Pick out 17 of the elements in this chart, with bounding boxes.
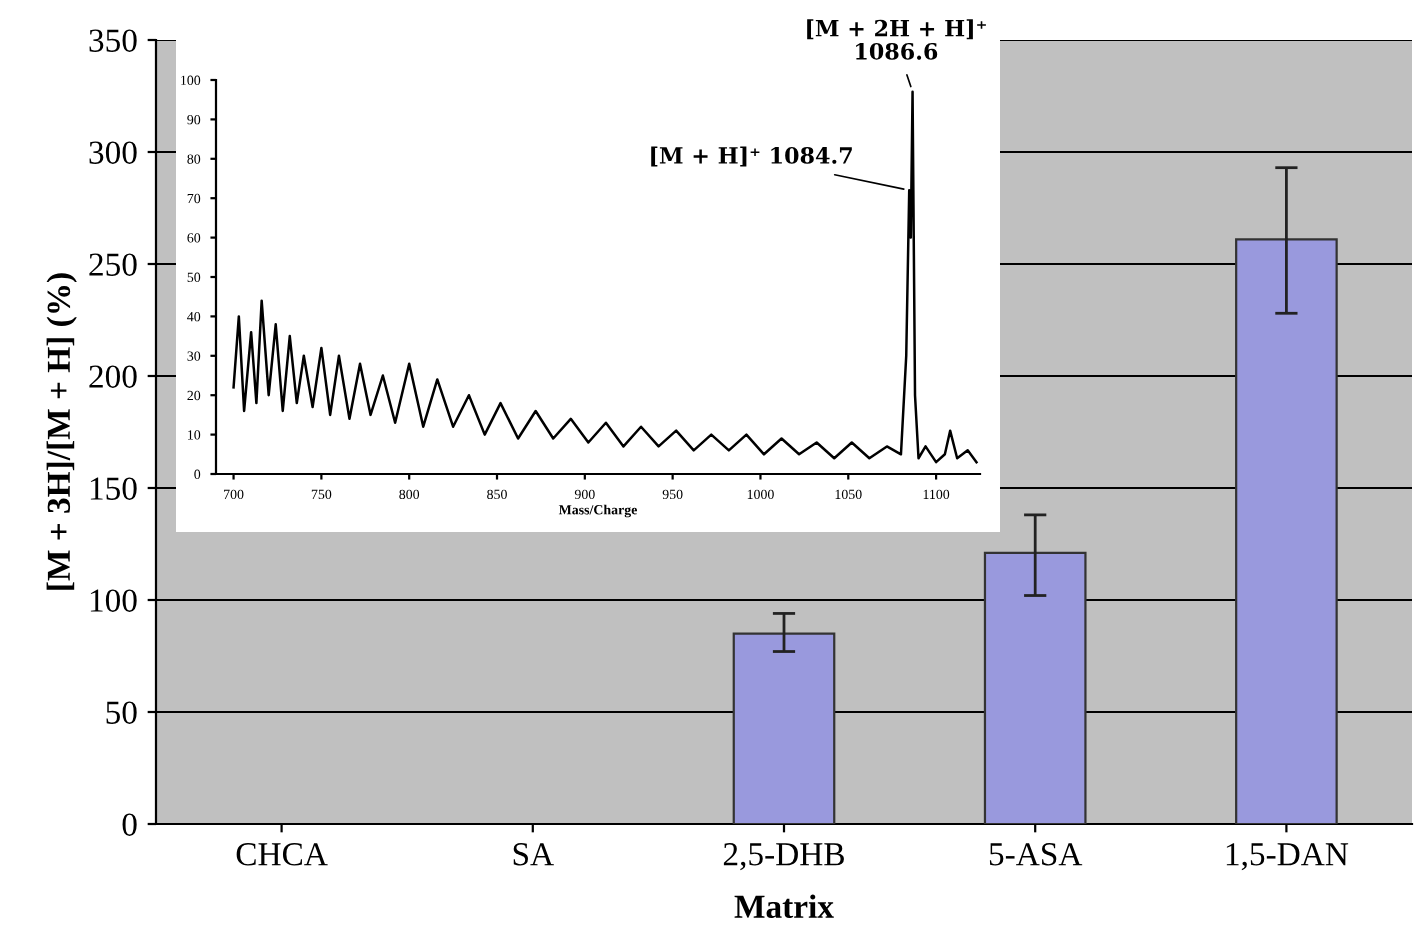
y-tick-label: 300 [89,141,137,164]
x-tick-label: CHCA [236,843,328,866]
annotation: [M + H]⁺ 1084.7 [651,146,852,167]
y-tick-label: 200 [89,365,137,388]
y-tick-label: 0 [122,813,137,836]
x-tick-label: 1,5-DAN [1226,843,1349,871]
y-tick-label: 100 [90,589,137,612]
annotation: [M + 2H + H]⁺ 1086.6 [807,19,986,60]
x-tick-label: 2,5-DHB [723,843,844,871]
x-axis-title: Matrix [734,894,834,918]
y-tick-label: 150 [90,477,137,500]
y-tick-label: 50 [106,701,137,724]
y-tick-label: 250 [89,253,137,276]
x-tick-label: 5-ASA [989,843,1083,866]
x-tick-label: SA [513,843,554,866]
y-axis-title: [M + 3H]/[M + H] (%) [46,273,77,590]
y-tick-label: 350 [89,29,137,52]
